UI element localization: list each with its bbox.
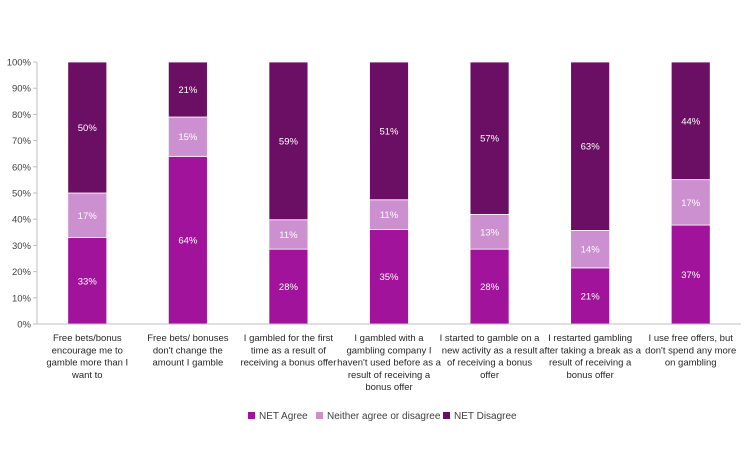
x-category-label: I use free offers, but don't spend any mo… bbox=[645, 333, 736, 369]
bar-segment-net-agree bbox=[670, 224, 711, 325]
bar-data-label: 37% bbox=[681, 270, 701, 281]
y-tick-label: 50% bbox=[12, 189, 32, 200]
y-tick-label: 90% bbox=[12, 84, 32, 95]
bar-segment-net-agree bbox=[268, 248, 309, 325]
y-tick-label: 10% bbox=[12, 293, 32, 304]
x-category-label: I started to gamble on a new activity as … bbox=[440, 333, 541, 381]
bar-data-label: 59% bbox=[279, 136, 299, 147]
bar-segment-net-agree bbox=[570, 267, 611, 325]
bar-data-label: 28% bbox=[279, 282, 299, 293]
y-tick-label: 60% bbox=[12, 162, 32, 173]
y-tick-label: 80% bbox=[12, 110, 32, 121]
legend: NET Agree Neither agree or disagree NET Di… bbox=[248, 411, 517, 422]
bar-segment-neither-agree-or-disagree bbox=[268, 219, 309, 250]
bar-data-label: 17% bbox=[78, 211, 98, 222]
bar-segment-net-agree bbox=[67, 237, 108, 325]
bar-segment-neither-agree-or-disagree bbox=[369, 199, 409, 230]
y-tick-label: 70% bbox=[12, 136, 32, 147]
bar-data-label: 13% bbox=[480, 227, 500, 238]
bar-segment-neither-agree-or-disagree bbox=[167, 116, 208, 157]
bar-data-label: 11% bbox=[279, 230, 298, 241]
y-tick-label: 100% bbox=[7, 58, 32, 69]
y-tick-label: 0% bbox=[17, 320, 31, 331]
legend-swatch bbox=[316, 412, 323, 419]
x-category-label: Free bets/bonus encourage me to gamble mor… bbox=[46, 333, 128, 381]
bar-data-label: 21% bbox=[581, 291, 601, 302]
bar-segment-net-disagree bbox=[369, 61, 409, 201]
bar-data-label: 57% bbox=[480, 134, 500, 145]
y-tick-label: 30% bbox=[12, 241, 32, 252]
x-category-label: I restarted gambling after taking a break… bbox=[539, 333, 642, 381]
bar-data-label: 64% bbox=[178, 236, 198, 247]
x-category-label: I gambled for the first time as a result … bbox=[240, 333, 336, 369]
bar-data-label: 51% bbox=[379, 126, 399, 137]
y-tick-label: 40% bbox=[12, 215, 32, 226]
legend-label: Neither agree or disagree bbox=[327, 411, 441, 422]
bar-segment-net-agree bbox=[369, 229, 409, 325]
bar-data-label: 63% bbox=[581, 142, 601, 153]
bar-data-label: 50% bbox=[78, 123, 98, 134]
bars: 33% 17% 50% 64% 15% 21% 28% 11% 59% 35% 11% 51% 28% 1… bbox=[67, 61, 711, 325]
bar-segment-neither-agree-or-disagree bbox=[469, 213, 510, 250]
bar-data-label: 28% bbox=[480, 282, 500, 293]
bar-data-label: 14% bbox=[581, 245, 601, 256]
legend-label: NET Agree bbox=[259, 411, 308, 422]
bar-segment-neither-agree-or-disagree bbox=[570, 230, 611, 269]
bar-data-label: 21% bbox=[178, 85, 198, 96]
bar-segment-net-disagree bbox=[67, 61, 108, 194]
bar-segment-net-disagree bbox=[167, 61, 208, 118]
bar-data-label: 33% bbox=[78, 276, 98, 287]
bar-segment-net-disagree bbox=[268, 61, 309, 221]
bar-segment-net-disagree bbox=[570, 61, 611, 231]
bar-data-label: 35% bbox=[379, 272, 399, 283]
bar-data-label: 44% bbox=[681, 116, 701, 127]
bar-data-label: 11% bbox=[380, 210, 399, 221]
legend-label: NET Disagree bbox=[454, 411, 517, 422]
bar-data-label: 15% bbox=[178, 132, 198, 143]
y-tick-label: 20% bbox=[12, 267, 32, 278]
x-category-label: Free bets/ bonuses don't change the amount… bbox=[147, 333, 229, 369]
x-axis: Free bets/bonus encourage me to gamble mor… bbox=[37, 323, 741, 393]
y-axis: 0% 10% 20% 30% 40% 50% 60% 70% 80% 90% 100% bbox=[7, 58, 38, 331]
legend-swatch bbox=[248, 412, 255, 419]
bar-segment-net-disagree bbox=[670, 61, 711, 181]
bar-segment-net-disagree bbox=[469, 61, 510, 215]
legend-swatch bbox=[443, 412, 450, 419]
bar-data-label: 17% bbox=[681, 198, 701, 209]
